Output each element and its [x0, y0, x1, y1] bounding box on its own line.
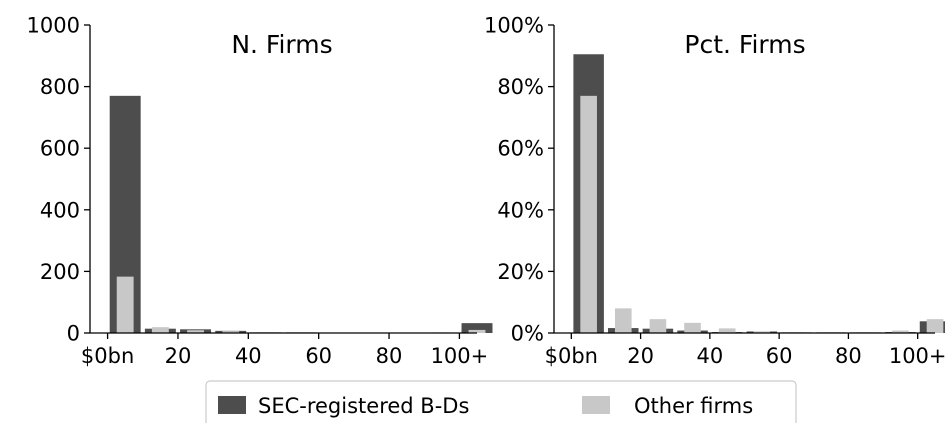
legend-entry-sec-registered-b-ds: SEC-registered B-Ds — [218, 394, 469, 418]
y-tick-label: 600 — [40, 137, 80, 161]
x-tick-label: 40 — [235, 344, 262, 368]
series-other-firms — [116, 276, 486, 333]
bar-other-firms-20 — [187, 330, 204, 333]
legend: SEC-registered B-Ds Other firms — [205, 380, 797, 423]
y-tick-label: 100% — [484, 14, 544, 38]
x-tick-label: 20 — [627, 344, 654, 368]
y-tick-label: 400 — [40, 198, 80, 222]
bar-other-firms-30 — [684, 322, 701, 333]
bar-other-firms-100 — [468, 329, 486, 333]
bar-sec-registered-b-ds-100 — [461, 323, 493, 333]
y-tick-label: 200 — [40, 260, 80, 284]
x-tick-label: 40 — [696, 344, 723, 368]
y-tick-label: 80% — [497, 75, 544, 99]
x-tick-label: 80 — [376, 344, 403, 368]
x-tick-label: 20 — [165, 344, 192, 368]
series-other-firms — [580, 95, 944, 333]
y-tick-label: 60% — [497, 137, 544, 161]
series-sec-registered-b-ds — [573, 54, 945, 333]
legend-swatch — [218, 396, 246, 414]
x-tick-label: 60 — [766, 344, 793, 368]
bar-other-firms-0 — [116, 276, 134, 333]
x-tick-label: 60 — [305, 344, 332, 368]
bar-other-firms-10 — [614, 308, 632, 333]
bar-other-firms-100 — [926, 319, 944, 333]
y-tick-label: 1000 — [27, 14, 80, 38]
bar-other-firms-50 — [753, 331, 771, 333]
bar-other-firms-30 — [222, 331, 240, 333]
bar-other-firms-40 — [718, 328, 736, 333]
x-tick-label: 100+ — [889, 344, 945, 368]
bar-other-firms-90 — [892, 330, 909, 333]
y-tick-label: 0 — [67, 322, 80, 346]
bar-other-firms-10 — [151, 327, 169, 333]
bar-other-firms-0 — [580, 95, 597, 333]
y-tick-label: 40% — [497, 198, 544, 222]
x-tick-label: 80 — [835, 344, 862, 368]
bar-other-firms-20 — [649, 319, 667, 333]
series-sec-registered-b-ds — [109, 95, 493, 333]
chart-panel-n-firms: 0 200 400 600 800 1000 $0bn 20 40 60 80 100+ N. Firm… — [27, 14, 493, 368]
x-tick-label: $0bn — [81, 344, 134, 368]
x-tick-label: $0bn — [545, 344, 598, 368]
y-tick-label: 0% — [511, 322, 544, 346]
chart-panel-pct-firms: 0% 20% 40% 60% 80% 100% $0bn 20 40 60 80 100+ Pct. F… — [484, 14, 945, 368]
legend-label: SEC-registered B-Ds — [258, 394, 469, 418]
y-tick-label: 20% — [497, 260, 544, 284]
y-tick-label: 800 — [40, 75, 80, 99]
legend-frame — [205, 380, 797, 423]
panel-title: N. Firms — [231, 30, 332, 59]
panel-title: Pct. Firms — [684, 30, 805, 59]
legend-label: Other firms — [634, 394, 753, 418]
x-tick-label: 100+ — [431, 344, 489, 368]
legend-swatch — [582, 396, 610, 414]
legend-entry-other-firms: Other firms — [582, 394, 753, 418]
